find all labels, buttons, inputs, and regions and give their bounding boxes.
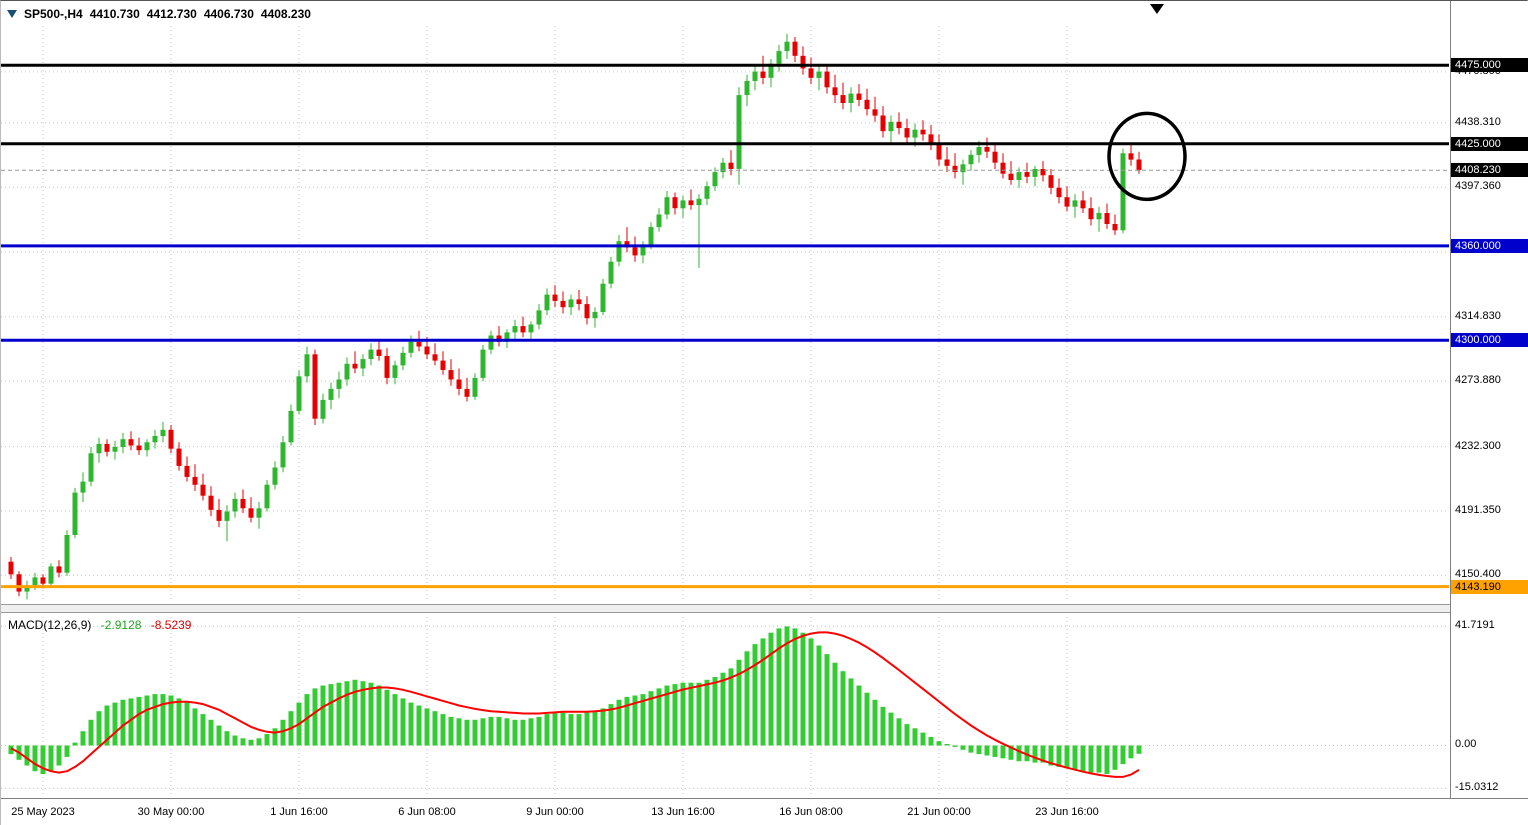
candles-layer [8, 33, 1142, 600]
ohlc-high-value: 4412.730 [146, 7, 197, 21]
chart-canvas[interactable] [1, 1, 1450, 798]
macd-indicator-label: MACD(12,26,9) -2.9128 -8.5239 [8, 618, 197, 632]
price-axis-label: 4397.360 [1455, 180, 1501, 192]
price-badge-4425.000: 4425.000 [1451, 137, 1528, 151]
price-badge-4300.000: 4300.000 [1451, 333, 1528, 347]
price-axis-label: 4191.350 [1455, 504, 1501, 516]
price-axis[interactable]: 4470.8004438.3104397.3604314.8304273.880… [1450, 1, 1528, 798]
time-axis-label: 9 Jun 00:00 [526, 806, 584, 818]
time-axis-label: 1 Jun 16:00 [270, 806, 328, 818]
price-badge-4475.000: 4475.000 [1451, 58, 1528, 72]
macd-signal-line [10, 631, 1140, 778]
price-axis-label: 4314.830 [1455, 310, 1501, 322]
time-axis-label: 21 Jun 00:00 [907, 806, 971, 818]
price-badge-4143.190: 4143.190 [1451, 580, 1528, 594]
macd-axis-label: 41.7191 [1455, 619, 1495, 631]
macd-name: MACD(12,26,9) [8, 618, 92, 632]
price-badge-4360.000: 4360.000 [1451, 239, 1528, 253]
macd-main-value: -2.9128 [100, 618, 142, 632]
macd-histogram [8, 626, 1142, 774]
chart-header: SP500-,H4 4410.730 4412.730 4406.730 440… [7, 7, 311, 21]
ohlc-open-value: 4410.730 [89, 7, 140, 21]
time-axis-label: 16 Jun 08:00 [779, 806, 843, 818]
time-axis-label: 23 Jun 16:00 [1035, 806, 1099, 818]
symbol-marker-icon [7, 10, 17, 18]
time-axis-label: 13 Jun 16:00 [651, 806, 715, 818]
macd-axis-label: -15.0312 [1455, 781, 1499, 793]
macd-axis-label: 0.00 [1455, 738, 1477, 750]
price-axis-label: 4232.300 [1455, 440, 1501, 452]
price-axis-label: 4273.880 [1455, 374, 1501, 386]
current-price-badge: 4408.230 [1451, 163, 1528, 177]
instrument-label: SP500-,H4 [24, 7, 83, 21]
price-axis-label: 4438.310 [1455, 116, 1501, 128]
time-axis-label: 25 May 2023 [11, 806, 75, 818]
pane-splitter[interactable] [1, 604, 1528, 613]
ohlc-low-value: 4406.730 [203, 7, 254, 21]
price-axis-label: 4150.400 [1455, 568, 1501, 580]
time-axis-label: 6 Jun 08:00 [398, 806, 456, 818]
time-axis-label: 30 May 00:00 [137, 806, 205, 818]
chart-shift-icon[interactable] [1150, 4, 1164, 14]
macd-signal-value: -8.5239 [150, 618, 192, 632]
ohlc-close-value: 4408.230 [260, 7, 311, 21]
time-axis[interactable]: 25 May 2023 30 May 00:00 1 Jun 16:00 6 Jun … [1, 798, 1528, 825]
circle-annotation[interactable] [1107, 111, 1187, 202]
